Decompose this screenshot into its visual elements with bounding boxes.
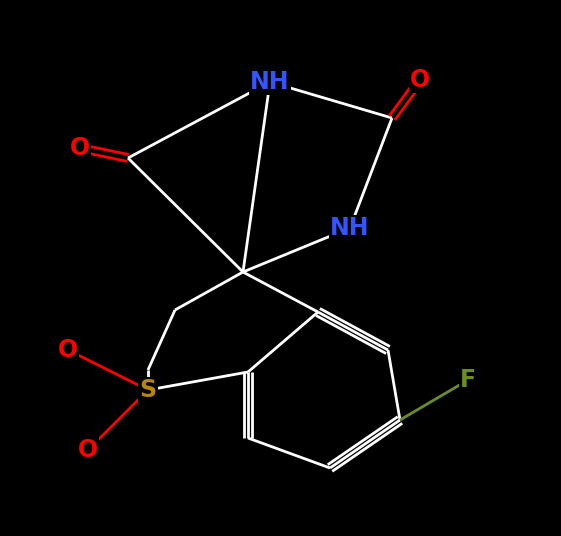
Text: O: O bbox=[70, 136, 90, 160]
Text: O: O bbox=[410, 68, 430, 92]
Text: NH: NH bbox=[330, 216, 370, 240]
Text: F: F bbox=[460, 368, 476, 392]
Text: NH: NH bbox=[250, 70, 289, 94]
Text: O: O bbox=[58, 338, 78, 362]
Text: S: S bbox=[140, 378, 157, 402]
Text: O: O bbox=[78, 438, 98, 462]
